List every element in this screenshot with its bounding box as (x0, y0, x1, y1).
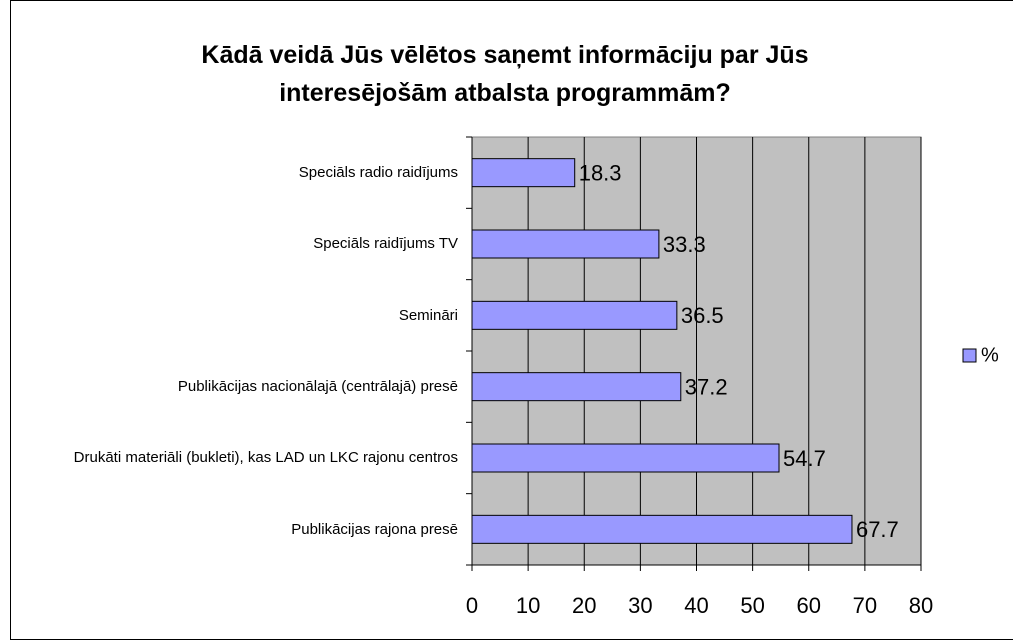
legend-label: % (981, 344, 999, 366)
x-tick-label: 50 (740, 593, 764, 618)
y-tick-label-box: Speciāls raidījums TV (12, 208, 458, 279)
data-label: 18.3 (579, 160, 622, 185)
y-tick-label-box: Publikācijas nacionālajā (centrālajā) pr… (12, 351, 458, 422)
y-tick-label: Publikācijas nacionālajā (centrālajā) pr… (177, 378, 458, 396)
bar (471, 229, 660, 259)
bar (471, 443, 780, 473)
x-tick-label: 20 (572, 593, 596, 618)
data-label: 36.5 (681, 303, 724, 328)
chart-title: Kādā veidā Jūs vēlētos saņemt informācij… (201, 41, 809, 107)
bar (471, 514, 853, 544)
y-tick-label: Drukāti materiāli (bukleti), kas LAD un … (73, 449, 458, 467)
y-tick-label: Publikācijas rajona presē (291, 520, 458, 538)
x-tick-label: 30 (628, 593, 652, 618)
data-label: 54.7 (783, 446, 826, 471)
y-tick-label-box: Publikācijas rajona presē (12, 494, 458, 565)
x-tick-label: 40 (684, 593, 708, 618)
y-tick-label-box: Speciāls radio raidījums (12, 137, 458, 208)
x-tick-label: 60 (797, 593, 821, 618)
x-tick-label: 0 (466, 593, 478, 618)
legend-swatch (962, 348, 977, 363)
x-tick-label: 70 (853, 593, 877, 618)
x-tick-label: 10 (516, 593, 540, 618)
bar (471, 372, 682, 402)
data-label: 37.2 (685, 374, 728, 399)
y-tick-label: Speciāls radio raidījums (298, 164, 458, 182)
data-label: 67.7 (856, 517, 899, 542)
bar (471, 158, 576, 188)
y-tick-label-box: Drukāti materiāli (bukleti), kas LAD un … (12, 422, 458, 493)
y-tick-label-box: Semināri (12, 280, 458, 351)
bar (471, 300, 678, 330)
y-tick-label: Semināri (398, 306, 458, 324)
data-label: 33.3 (663, 232, 706, 257)
x-tick-label: 80 (909, 593, 933, 618)
y-tick-label: Speciāls raidījums TV (313, 235, 458, 253)
